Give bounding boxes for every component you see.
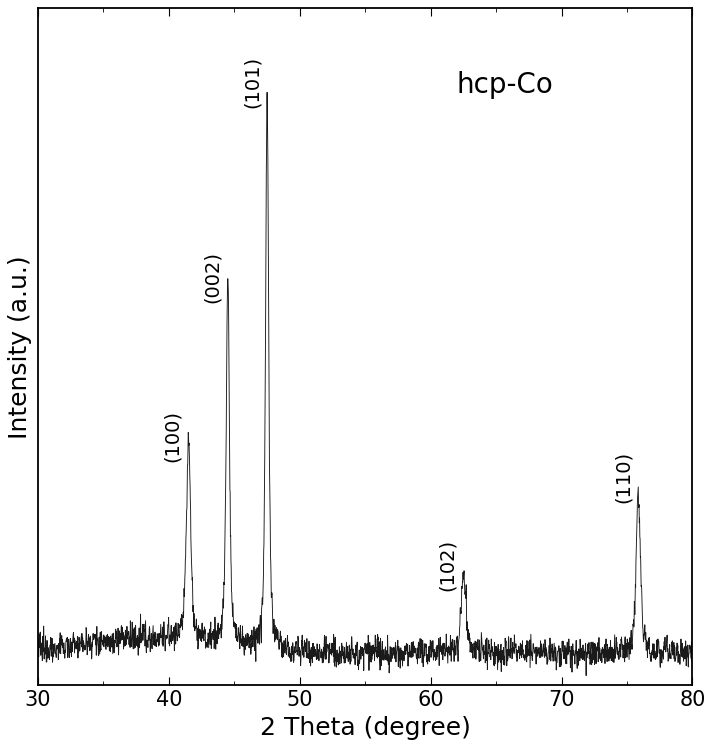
Text: (101): (101): [243, 56, 262, 108]
Text: (002): (002): [203, 251, 221, 303]
Y-axis label: Intensity (a.u.): Intensity (a.u.): [9, 255, 32, 438]
Text: (102): (102): [438, 539, 457, 591]
Text: (100): (100): [164, 410, 182, 462]
Text: (110): (110): [613, 450, 633, 503]
X-axis label: 2 Theta (degree): 2 Theta (degree): [260, 716, 471, 740]
Text: hcp-Co: hcp-Co: [457, 71, 553, 99]
